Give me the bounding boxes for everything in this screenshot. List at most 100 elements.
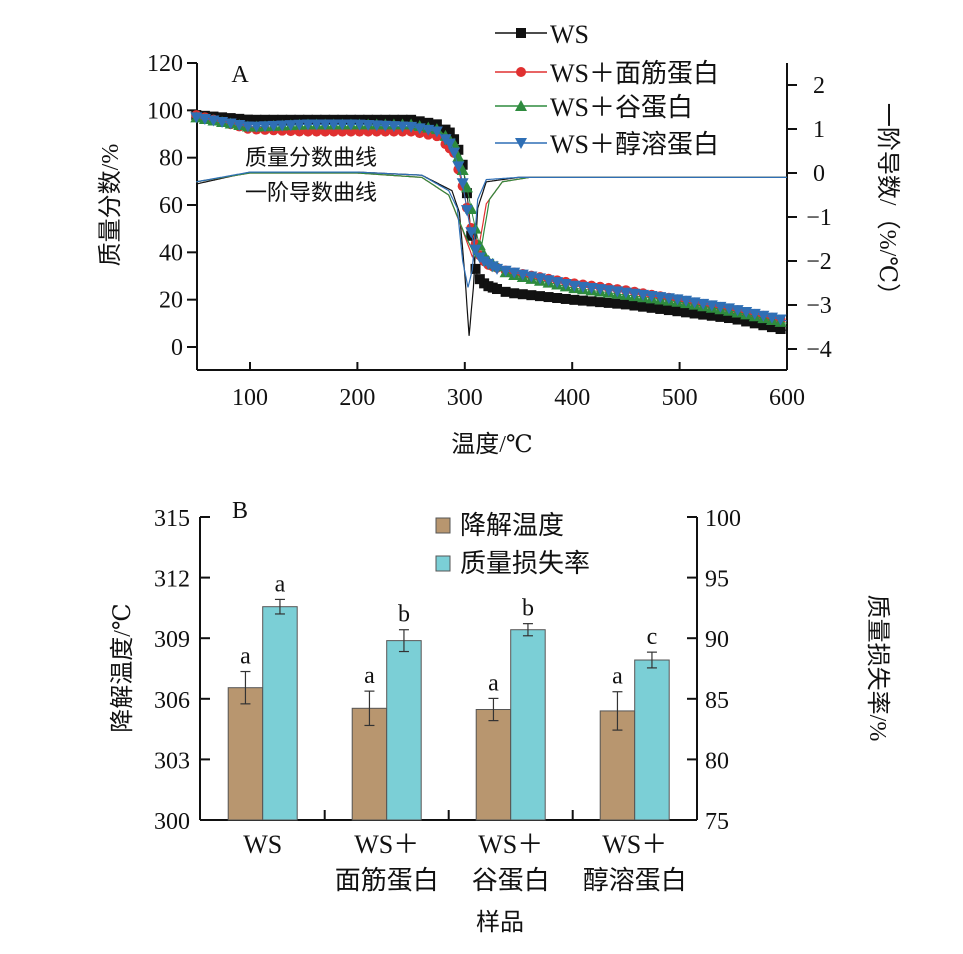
tg-point	[452, 150, 465, 162]
tg-point	[662, 293, 675, 305]
tg-point	[491, 263, 504, 275]
y2-tick-label-a: −2	[806, 249, 832, 275]
tg-point	[224, 118, 237, 130]
legend-marker	[515, 138, 527, 149]
bar-degradation-temp	[351, 707, 388, 821]
significance-label: c	[647, 624, 658, 650]
y-tick-label-a: 100	[147, 98, 183, 124]
tg-point	[492, 284, 503, 295]
significance-label: a	[364, 663, 375, 689]
significance-label: b	[522, 596, 534, 622]
x-tick-label-a: 200	[339, 385, 375, 411]
tg-point	[681, 307, 692, 318]
panel-label-a: A	[231, 62, 249, 88]
tg-point	[765, 312, 778, 324]
y-tick-label-b: 312	[154, 567, 190, 593]
annotation-derivative-curve: 一阶导数曲线	[245, 180, 377, 205]
x-tick-label-a: 600	[769, 385, 805, 411]
tg-point	[689, 308, 700, 319]
tg-point	[560, 293, 571, 304]
tg-point	[688, 297, 701, 309]
tg-point	[672, 306, 683, 317]
y-tick-label-a: 40	[159, 240, 183, 266]
tg-point	[774, 314, 787, 326]
dtg-line	[196, 171, 787, 288]
tg-point	[526, 290, 537, 301]
tg-point	[715, 311, 726, 322]
category-label: 谷蛋白	[472, 866, 550, 895]
tg-point	[470, 263, 481, 274]
significance-label: a	[488, 670, 499, 696]
tg-point	[533, 273, 546, 285]
series-3-a	[190, 112, 788, 326]
tg-point	[748, 308, 761, 320]
tg-point	[568, 280, 581, 292]
tg-point	[638, 301, 649, 312]
tg-point	[251, 114, 262, 125]
tg-point	[461, 188, 472, 199]
tg-point	[559, 279, 572, 291]
tg-point	[293, 119, 306, 131]
legend-label-b: 质量损失率	[460, 549, 590, 578]
significance-label: a	[612, 664, 623, 690]
category-label: 面筋蛋白	[335, 866, 439, 895]
y2-axis-label-a: 一阶导数/（%/℃）	[874, 103, 901, 307]
category-label: 醇溶蛋白	[583, 866, 687, 895]
y2-axis-label-b: 质量损失率/%	[864, 595, 891, 742]
tg-point	[628, 288, 641, 300]
y2-tick-label-b: 85	[705, 688, 729, 714]
tg-point	[619, 287, 632, 299]
tg-point	[405, 121, 418, 133]
y-tick-label-a: 60	[159, 193, 183, 219]
tg-point	[456, 163, 469, 175]
tg-point	[602, 285, 615, 297]
tg-point	[465, 227, 478, 239]
tg-point	[654, 292, 667, 304]
tg-point	[525, 271, 538, 283]
legend-label-a: WS	[550, 20, 589, 49]
legend-marker	[515, 100, 527, 111]
tg-point	[500, 286, 511, 297]
tg-point	[723, 303, 736, 315]
legend-marker	[516, 67, 526, 77]
tg-point	[301, 119, 314, 131]
bar-mass-loss	[634, 659, 670, 821]
tg-point	[327, 119, 340, 131]
y2-tick-label-a: −4	[806, 337, 832, 363]
y2-tick-label-a: 2	[813, 73, 825, 99]
legend-marker	[516, 28, 526, 38]
tg-point	[611, 286, 624, 298]
y-tick-label-b: 303	[154, 748, 190, 774]
tg-point	[680, 295, 693, 307]
tg-point	[629, 300, 640, 311]
tg-point	[310, 119, 323, 131]
tg-point	[724, 313, 735, 324]
tg-point	[344, 119, 357, 131]
tg-point	[637, 289, 650, 301]
y-tick-label-a: 120	[147, 51, 183, 77]
tg-point	[551, 277, 564, 289]
tg-point	[543, 292, 554, 303]
tg-point	[443, 138, 456, 150]
tg-point	[198, 113, 211, 125]
x-axis-label-a: 温度/℃	[451, 431, 533, 458]
y-axis-label-b: 降解温度/℃	[109, 603, 136, 733]
significance-label: b	[398, 602, 410, 628]
legend-label-a: WS＋谷蛋白	[550, 93, 693, 122]
tg-point	[595, 297, 606, 308]
category-label: WS＋	[602, 830, 667, 859]
significance-label: a	[275, 571, 286, 597]
x-axis-label-b: 样品	[476, 909, 524, 936]
tg-point	[576, 281, 589, 293]
tg-point	[509, 288, 520, 299]
tg-point	[542, 275, 555, 287]
tg-point	[749, 318, 760, 329]
tg-point	[387, 121, 400, 133]
tg-point	[517, 289, 528, 300]
tg-point	[766, 322, 777, 333]
legend-label-a: WS＋醇溶蛋白	[550, 130, 719, 159]
tg-point	[430, 126, 443, 138]
tg-point	[671, 294, 684, 306]
tg-point	[456, 178, 469, 190]
